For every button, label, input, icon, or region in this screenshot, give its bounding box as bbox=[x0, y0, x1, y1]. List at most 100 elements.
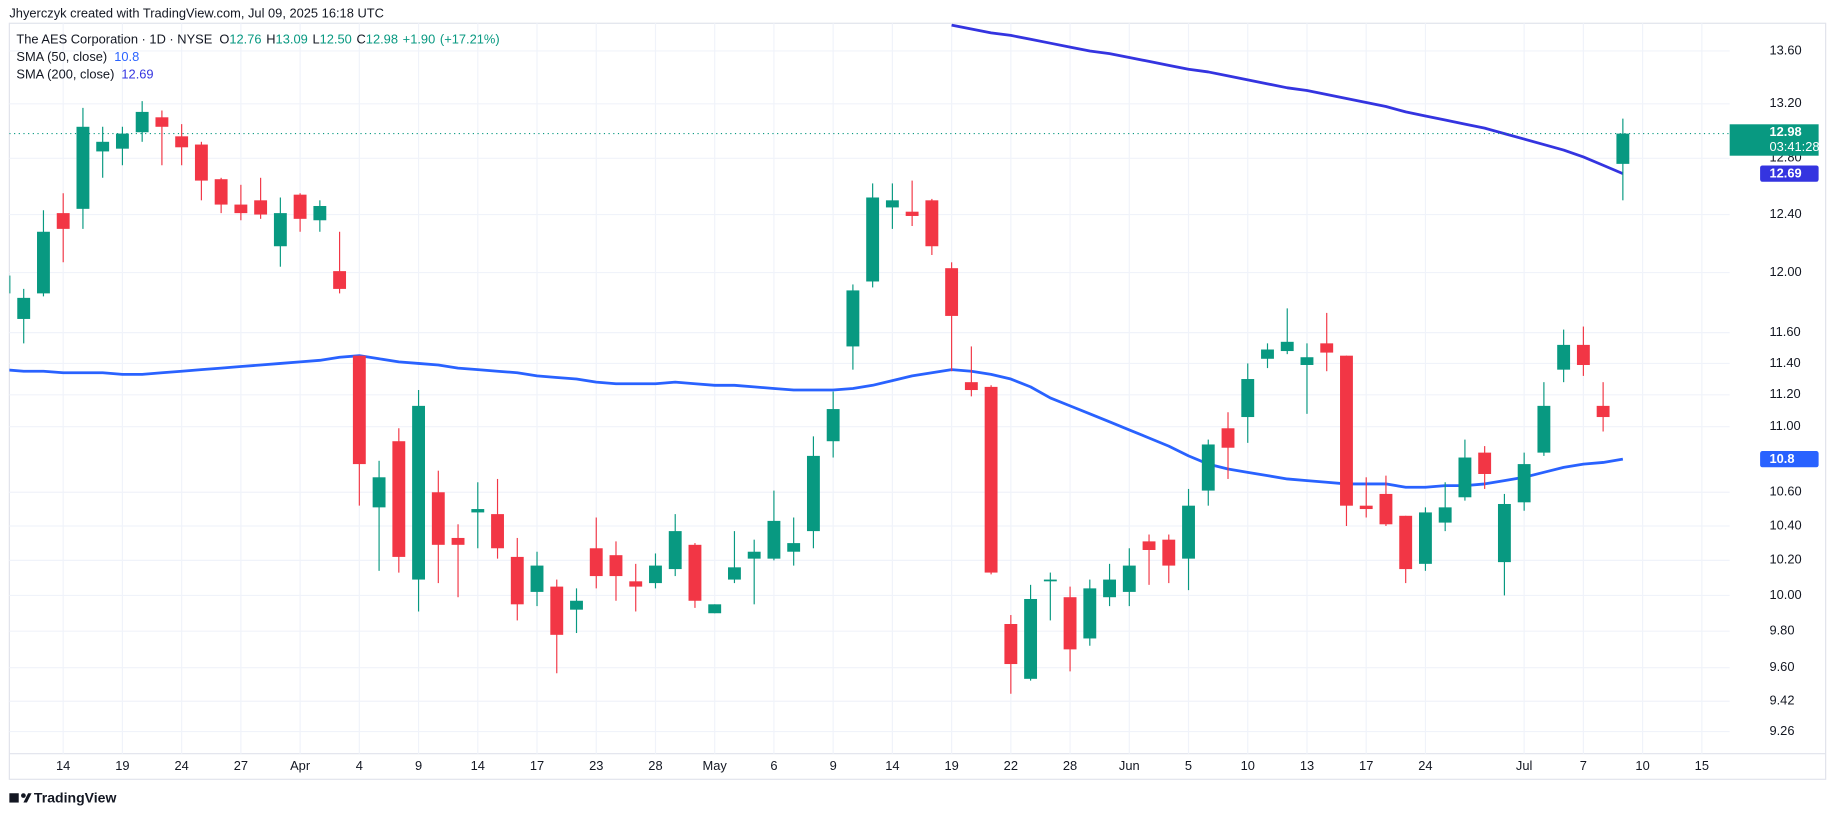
ohlc-label: C bbox=[357, 32, 366, 47]
candle-body bbox=[1320, 343, 1334, 353]
x-tick-label: 10 bbox=[1635, 758, 1649, 773]
candle-body bbox=[491, 514, 504, 549]
candle-body bbox=[905, 211, 919, 216]
y-tick-label: 11.00 bbox=[1769, 418, 1800, 433]
candle-body bbox=[1241, 379, 1255, 418]
candle-body bbox=[1162, 539, 1176, 566]
candle-body bbox=[846, 290, 860, 347]
candle-body bbox=[1182, 505, 1195, 559]
candle-body bbox=[37, 231, 50, 294]
candle-body bbox=[806, 455, 820, 532]
candle-body bbox=[1221, 428, 1235, 448]
y-tick-label: 13.20 bbox=[1769, 95, 1801, 110]
y-tick-label: 12.00 bbox=[1769, 264, 1801, 279]
ohlc-label: L bbox=[312, 32, 319, 47]
candle-body bbox=[9, 275, 11, 294]
candle-body bbox=[1359, 505, 1373, 510]
x-tick-label: 9 bbox=[415, 758, 422, 773]
chart-frame bbox=[8, 22, 1827, 780]
x-tick-label: Jun bbox=[1119, 758, 1140, 773]
candle-body bbox=[1537, 405, 1551, 453]
x-tick-label: 19 bbox=[944, 758, 958, 773]
candle-body bbox=[668, 531, 682, 570]
candle-body bbox=[313, 205, 327, 221]
attribution: Jhyerczyk created with TradingView.com, … bbox=[9, 5, 384, 20]
candle-body bbox=[1300, 357, 1314, 365]
candle-body bbox=[234, 204, 248, 214]
candle-body bbox=[1497, 503, 1511, 563]
logo-shape bbox=[9, 793, 19, 803]
candle-body bbox=[135, 111, 149, 133]
y-tick-label: 11.20 bbox=[1769, 386, 1800, 401]
x-tick-label: 28 bbox=[648, 758, 662, 773]
y-tick-label: 11.40 bbox=[1769, 355, 1800, 370]
candle-body bbox=[333, 271, 347, 289]
plot bbox=[9, 23, 1730, 694]
candle-body bbox=[17, 297, 31, 319]
y-tick-label: 9.60 bbox=[1769, 659, 1794, 674]
x-tick-label: Jul bbox=[1516, 758, 1532, 773]
x-tick-label: 7 bbox=[1580, 758, 1587, 773]
candle-body bbox=[1201, 444, 1215, 491]
candle-body bbox=[1458, 457, 1472, 498]
sma-price-text: 10.8 bbox=[1769, 451, 1794, 466]
y-tick-label: 10.00 bbox=[1769, 587, 1801, 602]
candle-body bbox=[787, 543, 801, 552]
candle-body bbox=[1122, 565, 1136, 592]
candle-body bbox=[688, 544, 702, 601]
candle-body bbox=[1024, 598, 1038, 679]
y-tick-label: 13.60 bbox=[1769, 42, 1801, 57]
countdown-text: 03:41:28 bbox=[1769, 139, 1819, 154]
legend-name: SMA (200, close) bbox=[16, 67, 114, 82]
candle-body bbox=[1517, 464, 1531, 503]
candle-body bbox=[708, 604, 722, 614]
y-tick-label: 9.26 bbox=[1769, 723, 1794, 738]
x-tick-label: 15 bbox=[1695, 758, 1709, 773]
candle-body bbox=[1043, 579, 1057, 582]
candle-body bbox=[273, 213, 287, 247]
candle-body bbox=[1399, 515, 1413, 570]
legend-name: SMA (50, close) bbox=[16, 50, 107, 65]
legend-title-row: The AES Corporation · 1D · NYSE O12.76 H13… bbox=[16, 32, 499, 47]
candle-body bbox=[589, 548, 603, 577]
x-tick-label: 17 bbox=[530, 758, 544, 773]
legend-entry: SMA (50, close) 10.8 bbox=[16, 50, 139, 65]
candle-body bbox=[629, 581, 643, 587]
candle-body bbox=[1103, 579, 1116, 598]
candle-body bbox=[964, 382, 978, 391]
footer-logo: TradingView bbox=[9, 790, 117, 806]
candle-body bbox=[214, 179, 228, 205]
grid bbox=[9, 23, 1730, 754]
current-price-label bbox=[1729, 124, 1819, 156]
candle-body bbox=[550, 586, 564, 635]
y-tick-label: 12.40 bbox=[1769, 206, 1801, 221]
candle-body bbox=[451, 537, 465, 545]
sma-line bbox=[9, 354, 1624, 489]
legend-value: 10.8 bbox=[114, 50, 139, 65]
sma-price-text: 12.69 bbox=[1769, 166, 1801, 181]
candle-body bbox=[826, 409, 840, 442]
x-tick-label: 28 bbox=[1063, 758, 1077, 773]
candle-body bbox=[925, 200, 939, 247]
candle-body bbox=[412, 405, 425, 580]
candle-body bbox=[609, 555, 623, 577]
candle-body bbox=[1576, 344, 1590, 365]
candle-body bbox=[1083, 588, 1097, 639]
x-tick-label: 14 bbox=[471, 758, 485, 773]
candle-body bbox=[1004, 624, 1018, 665]
candle-body bbox=[392, 441, 406, 557]
x-tick-label: 10 bbox=[1241, 758, 1255, 773]
x-tick-label: 6 bbox=[770, 758, 777, 773]
candle-body bbox=[194, 144, 208, 181]
x-tick-label: 24 bbox=[174, 758, 188, 773]
candle-body bbox=[530, 565, 544, 592]
candle-body bbox=[1379, 493, 1393, 525]
symbol-title: The AES Corporation · 1D · NYSE bbox=[16, 32, 212, 47]
candle-body bbox=[175, 136, 189, 148]
y-tick-label: 10.60 bbox=[1769, 484, 1801, 499]
candle-body bbox=[866, 197, 880, 282]
x-tick-label: 14 bbox=[56, 758, 70, 773]
x-tick-label: 14 bbox=[885, 758, 899, 773]
candle-body bbox=[76, 126, 90, 209]
